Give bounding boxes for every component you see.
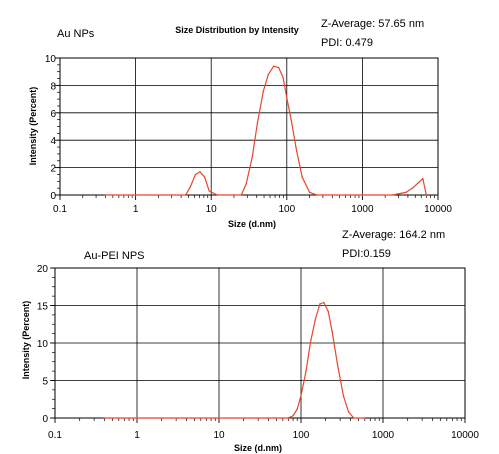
chart-panel-2: 0 5 10 15 20 0.1 1 10 100 1000 10000 Size (d.nm) Int… bbox=[21, 229, 479, 453]
y-axis-label: Intensity (Percent) bbox=[28, 87, 38, 166]
x-tick-label: 1 bbox=[134, 430, 140, 441]
y-tick-label: 20 bbox=[37, 264, 49, 275]
y-tick-label: 0 bbox=[50, 191, 56, 202]
data-point bbox=[189, 186, 192, 188]
data-point bbox=[218, 417, 220, 419]
y-axis-label: Intensity (Percent) bbox=[21, 301, 31, 380]
data-point bbox=[199, 171, 201, 173]
chart-title: Size Distribution by Intensity bbox=[175, 25, 299, 35]
data-point bbox=[300, 394, 302, 397]
data-point bbox=[104, 194, 107, 196]
data-point bbox=[425, 194, 427, 196]
chart-panel-1: 0 2 4 6 8 10 0.1 1 10 100 1000 10000 Size (d.nm) Inte… bbox=[28, 18, 452, 229]
data-point bbox=[295, 150, 298, 152]
annotation-line: PDI:0.159 bbox=[342, 248, 391, 260]
data-point bbox=[308, 191, 311, 193]
data-point bbox=[136, 417, 138, 419]
y-tick-label: 5 bbox=[42, 377, 48, 388]
x-tick-label: 100 bbox=[293, 430, 310, 441]
x-tick-label: 1 bbox=[133, 204, 139, 215]
data-point bbox=[347, 411, 350, 413]
data-point bbox=[391, 194, 394, 196]
data-point bbox=[331, 331, 333, 333]
y-tick-label: 4 bbox=[50, 136, 56, 147]
x-tick-label: 0.1 bbox=[48, 430, 62, 441]
y-tick-label: 15 bbox=[37, 302, 49, 313]
sample-label: Au NPs bbox=[57, 28, 95, 40]
data-point bbox=[417, 181, 420, 184]
plot-area-frame bbox=[59, 57, 439, 196]
data-point bbox=[301, 176, 303, 178]
data-point bbox=[323, 301, 325, 304]
data-point bbox=[322, 194, 324, 196]
data-point bbox=[194, 173, 197, 176]
data-point bbox=[309, 342, 312, 344]
series-line bbox=[104, 301, 365, 419]
data-point bbox=[275, 417, 278, 419]
x-tick-label: 1000 bbox=[372, 430, 395, 441]
data-point bbox=[361, 194, 364, 196]
data-point bbox=[216, 194, 218, 196]
y-tick-label: 0 bbox=[42, 414, 48, 425]
data-point bbox=[422, 177, 424, 180]
annotation-line: PDI: 0.479 bbox=[321, 37, 373, 49]
x-tick-label: 100 bbox=[278, 204, 295, 215]
data-point bbox=[353, 417, 355, 419]
data-point bbox=[286, 97, 288, 99]
y-tick-label: 10 bbox=[45, 54, 57, 65]
data-point bbox=[208, 190, 210, 192]
x-tick-label: 10 bbox=[213, 430, 225, 441]
data-point bbox=[240, 194, 242, 196]
data-point bbox=[233, 194, 235, 196]
x-axis-label: Size (d.nm) bbox=[234, 443, 282, 453]
data-point bbox=[336, 364, 339, 367]
sample-label: Au-PEI NPS bbox=[84, 250, 145, 262]
x-tick-label: 10 bbox=[206, 204, 218, 215]
data-point bbox=[262, 90, 265, 92]
data-point bbox=[287, 417, 289, 419]
data-point bbox=[331, 194, 334, 196]
data-point bbox=[411, 187, 414, 189]
data-point bbox=[203, 176, 206, 178]
x-tick-label: 0.1 bbox=[53, 204, 67, 215]
y-tick-label: 6 bbox=[50, 109, 56, 120]
data-point bbox=[296, 408, 298, 410]
data-point bbox=[290, 120, 293, 122]
data-point bbox=[277, 66, 280, 69]
y-tick-label: 2 bbox=[50, 164, 56, 175]
data-point bbox=[185, 194, 187, 196]
data-point bbox=[282, 76, 284, 78]
data-point bbox=[342, 395, 345, 397]
data-point bbox=[319, 303, 321, 305]
data-point bbox=[103, 417, 106, 419]
data-point bbox=[170, 194, 173, 196]
data-point bbox=[314, 318, 317, 320]
data-point bbox=[316, 194, 318, 196]
data-point bbox=[364, 417, 366, 419]
data-point bbox=[305, 370, 307, 373]
x-axis-label: Size (d.nm) bbox=[228, 219, 276, 229]
annotation-line: Z-Average: 164.2 nm bbox=[342, 229, 445, 241]
data-point bbox=[292, 415, 294, 417]
data-point bbox=[245, 183, 247, 185]
data-point bbox=[267, 73, 270, 76]
data-point bbox=[256, 121, 259, 124]
y-tick-label: 8 bbox=[50, 81, 56, 92]
x-tick-label: 1000 bbox=[351, 204, 374, 215]
x-tick-label: 10000 bbox=[424, 204, 452, 215]
x-tick-label: 10000 bbox=[451, 430, 479, 441]
data-point bbox=[134, 194, 137, 196]
data-point bbox=[327, 310, 329, 313]
data-point bbox=[272, 65, 275, 67]
data-point bbox=[405, 191, 407, 193]
data-point bbox=[251, 155, 254, 158]
annotation-line: Z-Average: 57.65 nm bbox=[321, 18, 424, 30]
y-tick-label: 10 bbox=[37, 339, 49, 350]
